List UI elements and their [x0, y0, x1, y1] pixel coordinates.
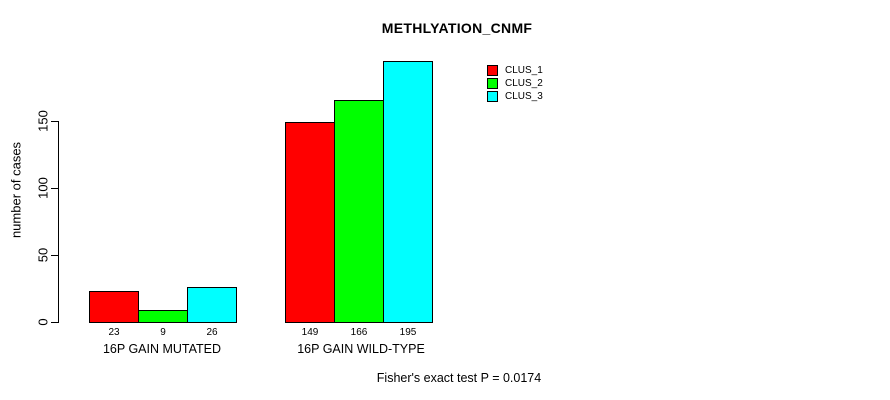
legend-swatch-clus-1	[487, 65, 498, 76]
bar-clus-3-16p-gain-wild-type	[383, 61, 433, 323]
group-label-16p-gain-mutated: 16P GAIN MUTATED	[102, 342, 222, 356]
y-tick-mark-150	[51, 121, 59, 122]
y-tick-label-50: 50	[35, 247, 51, 263]
legend-swatch-clus-3	[487, 91, 498, 102]
bar-value-clus-1-16p-gain-wild-type: 149	[301, 327, 319, 338]
y-axis-line	[58, 121, 59, 323]
y-axis-title: number of cases	[8, 141, 24, 239]
bar-clus-2-16p-gain-mutated	[138, 310, 188, 323]
bar-clus-1-16p-gain-wild-type	[285, 122, 335, 323]
legend-swatch-clus-2	[487, 78, 498, 89]
y-tick-mark-100	[51, 188, 59, 189]
group-label-16p-gain-wild-type: 16P GAIN WILD-TYPE	[297, 342, 425, 356]
y-tick-mark-0	[51, 322, 59, 323]
bar-value-clus-2-16p-gain-wild-type: 166	[350, 327, 368, 338]
bar-value-clus-1-16p-gain-mutated: 23	[108, 327, 120, 338]
bar-value-clus-2-16p-gain-mutated: 9	[160, 327, 166, 338]
chart-title: METHLYATION_CNMF	[381, 20, 533, 36]
legend-label-clus-1: CLUS_1	[505, 65, 543, 76]
annotation-fisher-test: Fisher's exact test P = 0.0174	[376, 371, 542, 385]
y-tick-label-100: 100	[35, 177, 51, 199]
y-tick-label-0: 0	[35, 318, 51, 326]
y-tick-mark-50	[51, 255, 59, 256]
bar-value-clus-3-16p-gain-mutated: 26	[206, 327, 218, 338]
legend-label-clus-3: CLUS_3	[505, 91, 543, 102]
bar-clus-3-16p-gain-mutated	[187, 287, 237, 323]
bar-value-clus-3-16p-gain-wild-type: 195	[399, 327, 417, 338]
legend-label-clus-2: CLUS_2	[505, 78, 543, 89]
bar-clus-2-16p-gain-wild-type	[334, 100, 384, 323]
bar-clus-1-16p-gain-mutated	[89, 291, 139, 323]
y-tick-label-150: 150	[35, 110, 51, 132]
